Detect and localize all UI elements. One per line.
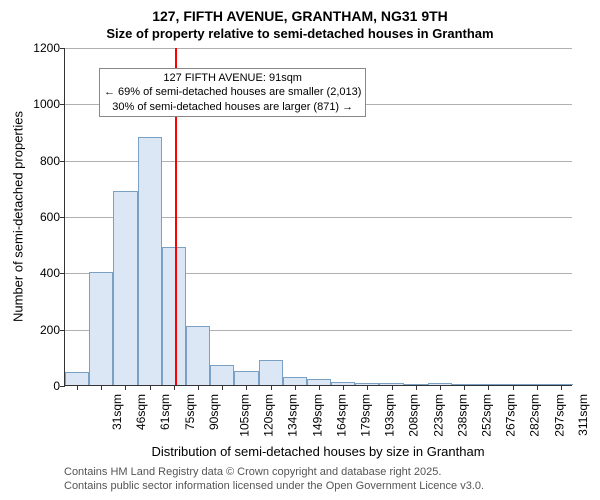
x-tick-label: 46sqm (134, 394, 148, 430)
x-tick-label: 75sqm (183, 394, 197, 430)
x-tick-mark (464, 385, 465, 390)
x-tick-label: 31sqm (110, 394, 124, 430)
x-tick-label: 179sqm (359, 394, 373, 437)
x-tick-label: 208sqm (407, 394, 421, 437)
histogram-bar (138, 137, 162, 385)
footer-copyright-1: Contains HM Land Registry data © Crown c… (64, 466, 441, 478)
x-tick-label: 282sqm (528, 394, 542, 437)
x-tick-label: 164sqm (335, 394, 349, 437)
histogram-bar (162, 247, 186, 385)
x-tick-mark (416, 385, 417, 390)
x-tick-label: 61sqm (159, 394, 173, 430)
y-tick-mark (60, 48, 65, 49)
x-tick-mark (271, 385, 272, 390)
y-tick-label: 800 (20, 154, 60, 168)
histogram-bar (283, 377, 307, 385)
histogram-bar (89, 272, 113, 385)
y-tick-label: 400 (20, 266, 60, 280)
histogram-bar (65, 372, 89, 385)
annotation-line: ← 69% of semi-detached houses are smalle… (104, 85, 361, 99)
x-tick-label: 252sqm (480, 394, 494, 437)
chart-title-main: 127, FIFTH AVENUE, GRANTHAM, NG31 9TH (0, 8, 600, 24)
x-tick-label: 238sqm (455, 394, 469, 437)
y-tick-label: 1200 (20, 41, 60, 55)
x-tick-mark (343, 385, 344, 390)
footer-copyright-2: Contains public sector information licen… (64, 480, 484, 492)
chart-title-sub: Size of property relative to semi-detach… (0, 26, 600, 41)
annotation-line: 127 FIFTH AVENUE: 91sqm (104, 71, 361, 85)
x-tick-label: 120sqm (262, 394, 276, 437)
x-tick-mark (392, 385, 393, 390)
x-tick-label: 297sqm (552, 394, 566, 437)
x-tick-mark (295, 385, 296, 390)
y-tick-label: 200 (20, 323, 60, 337)
histogram-bar (113, 191, 137, 385)
x-tick-mark (198, 385, 199, 390)
x-tick-label: 311sqm (576, 394, 590, 436)
x-tick-mark (561, 385, 562, 390)
annotation-line: 30% of semi-detached houses are larger (… (104, 100, 361, 114)
x-tick-mark (174, 385, 175, 390)
x-tick-label: 267sqm (504, 394, 518, 437)
y-tick-mark (60, 330, 65, 331)
x-tick-mark (440, 385, 441, 390)
x-tick-mark (537, 385, 538, 390)
y-tick-mark (60, 386, 65, 387)
y-tick-label: 1000 (20, 97, 60, 111)
x-tick-mark (513, 385, 514, 390)
y-tick-mark (60, 273, 65, 274)
x-tick-label: 134sqm (286, 394, 300, 437)
y-tick-mark (60, 217, 65, 218)
x-tick-mark (77, 385, 78, 390)
y-tick-mark (60, 161, 65, 162)
x-tick-mark (150, 385, 151, 390)
histogram-bar (210, 365, 234, 385)
y-tick-mark (60, 104, 65, 105)
histogram-bar (186, 326, 210, 385)
x-tick-mark (319, 385, 320, 390)
x-tick-mark (125, 385, 126, 390)
histogram-bar (259, 360, 283, 385)
x-tick-mark (101, 385, 102, 390)
x-tick-label: 90sqm (207, 394, 221, 430)
x-tick-label: 223sqm (431, 394, 445, 437)
x-tick-mark (488, 385, 489, 390)
x-tick-mark (222, 385, 223, 390)
y-tick-label: 0 (20, 379, 60, 393)
x-axis-label: Distribution of semi-detached houses by … (64, 444, 572, 459)
x-tick-mark (246, 385, 247, 390)
histogram-bar (234, 371, 258, 385)
x-tick-mark (367, 385, 368, 390)
x-tick-label: 193sqm (383, 394, 397, 437)
gridline (65, 48, 572, 49)
x-tick-label: 149sqm (310, 394, 324, 437)
x-tick-label: 105sqm (238, 394, 252, 437)
annotation-box: 127 FIFTH AVENUE: 91sqm← 69% of semi-det… (99, 68, 366, 117)
y-tick-label: 600 (20, 210, 60, 224)
